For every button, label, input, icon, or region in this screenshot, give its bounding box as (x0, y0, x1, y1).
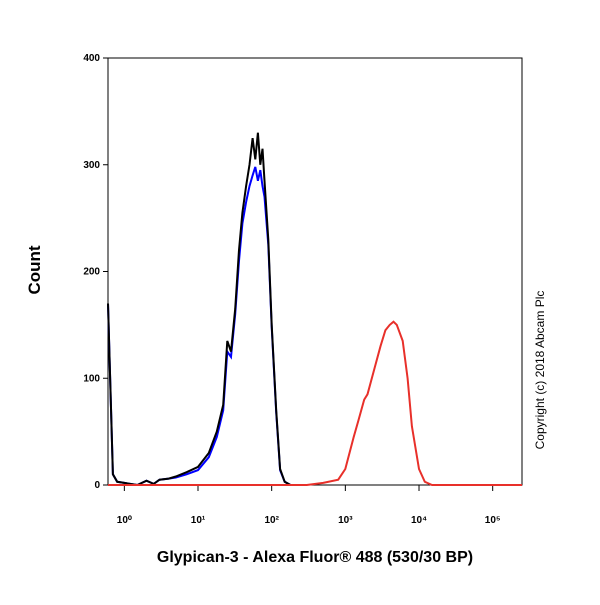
y-tick-label: 400 (83, 53, 100, 64)
histogram-line (107, 132, 307, 487)
x-axis-label: Glypican-3 - Alexa Fluor® 488 (530/30 BP… (157, 549, 473, 566)
histogram-line (108, 320, 522, 486)
y-tick-label: 300 (83, 160, 100, 171)
histogram-line (107, 166, 307, 487)
plot-frame (107, 57, 523, 486)
copyright: Copyright (c) 2018 Abcam Plc (533, 291, 547, 450)
x-tick-label: 10⁰ (117, 515, 132, 526)
x-tick-label: 10⁴ (411, 515, 427, 526)
y-tick-label: 200 (83, 267, 100, 278)
x-tick-label: 10⁵ (485, 515, 501, 526)
x-tick-label: 10³ (338, 515, 353, 526)
y-tick-label: 100 (83, 373, 100, 384)
x-tick-label: 10² (264, 515, 279, 526)
x-tick-label: 10¹ (191, 515, 206, 526)
y-tick-label: 0 (94, 480, 100, 491)
y-axis-label: Count (25, 245, 44, 294)
